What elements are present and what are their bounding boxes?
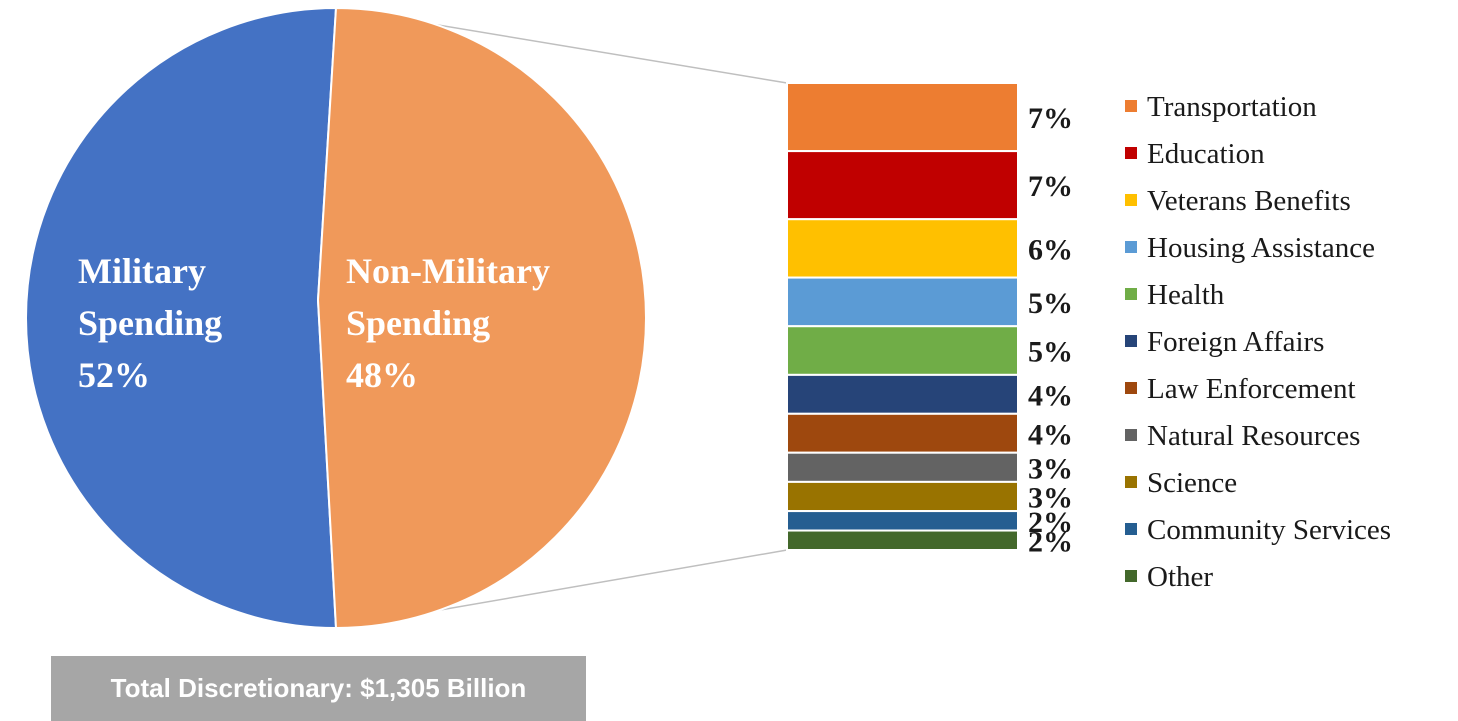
legend: Transportation Education Veterans Benefits… (1125, 91, 1391, 593)
bar-segment-community-services (786, 510, 1019, 532)
bar-label-other: 2% (1028, 525, 1073, 558)
stacked-bar (786, 82, 1019, 552)
legend-item-foreign-affairs: Foreign Affairs (1125, 326, 1324, 358)
pie-slice-non-military (316, 6, 647, 630)
pie-labels: Military Spending 52% Non-Military Spending 4… (78, 251, 550, 395)
bar-label-housing-assistance: 5% (1028, 287, 1073, 320)
bar-data-labels: 7%7%6%5%5%4%4%3%3%2%2% (1028, 102, 1073, 558)
legend-item-housing-assistance: Housing Assistance (1125, 232, 1375, 264)
legend-item-other: Other (1125, 561, 1213, 593)
legend-swatch (1125, 335, 1137, 347)
legend-swatch (1125, 429, 1137, 441)
legend-item-veterans-benefits: Veterans Benefits (1125, 185, 1351, 217)
total-discretionary-banner: Total Discretionary: $1,305 Billion (51, 656, 586, 721)
bar-label-veterans-benefits: 6% (1028, 233, 1073, 266)
legend-item-education: Education (1125, 138, 1265, 170)
legend-label: Transportation (1147, 91, 1317, 123)
bar-label-community-services: 2% (1028, 506, 1073, 539)
bar-segment-law-enforcement (786, 412, 1019, 454)
bar-segment-veterans-benefits (786, 218, 1019, 279)
pie-slice-military (25, 6, 338, 630)
legend-label: Housing Assistance (1147, 232, 1375, 264)
legend-swatch (1125, 570, 1137, 582)
legend-label: Health (1147, 279, 1225, 311)
legend-swatch (1125, 100, 1137, 112)
bar-segment-foreign-affairs (786, 373, 1019, 415)
legend-swatch (1125, 241, 1137, 253)
legend-item-transportation: Transportation (1125, 91, 1317, 123)
bar-label-law-enforcement: 4% (1028, 418, 1073, 451)
pie (25, 6, 647, 630)
legend-swatch (1125, 476, 1137, 488)
legend-label: Law Enforcement (1147, 373, 1356, 405)
pie-label-military: Military Spending 52% (78, 251, 222, 395)
bar-label-health: 5% (1028, 336, 1073, 369)
legend-item-health: Health (1125, 279, 1225, 311)
legend-label: Veterans Benefits (1147, 185, 1351, 217)
bar-segment-transportation (786, 82, 1019, 153)
legend-item-community-services: Community Services (1125, 514, 1391, 546)
legend-label: Community Services (1147, 514, 1391, 546)
bar-segment-education (786, 150, 1019, 221)
bar-label-transportation: 7% (1028, 102, 1073, 135)
legend-label: Science (1147, 467, 1237, 499)
legend-label: Education (1147, 138, 1265, 170)
bar-label-science: 3% (1028, 481, 1073, 514)
legend-swatch (1125, 194, 1137, 206)
bar-segment-housing-assistance (786, 276, 1019, 328)
legend-label: Other (1147, 561, 1213, 593)
legend-item-natural-resources: Natural Resources (1125, 420, 1360, 452)
bar-label-education: 7% (1028, 170, 1073, 203)
bar-label-foreign-affairs: 4% (1028, 379, 1073, 412)
bar-segment-natural-resources (786, 451, 1019, 483)
pie-label-non-military: Non-Military Spending 48% (346, 251, 550, 395)
legend-swatch (1125, 382, 1137, 394)
legend-label: Natural Resources (1147, 420, 1360, 452)
legend-label: Foreign Affairs (1147, 326, 1324, 358)
bar-segment-other (786, 529, 1019, 552)
bar-segment-health (786, 325, 1019, 376)
bar-label-natural-resources: 3% (1028, 452, 1073, 485)
legend-item-law-enforcement: Law Enforcement (1125, 373, 1356, 405)
legend-swatch (1125, 147, 1137, 159)
legend-swatch (1125, 523, 1137, 535)
legend-item-science: Science (1125, 467, 1237, 499)
bar-segment-science (786, 480, 1019, 513)
legend-swatch (1125, 288, 1137, 300)
